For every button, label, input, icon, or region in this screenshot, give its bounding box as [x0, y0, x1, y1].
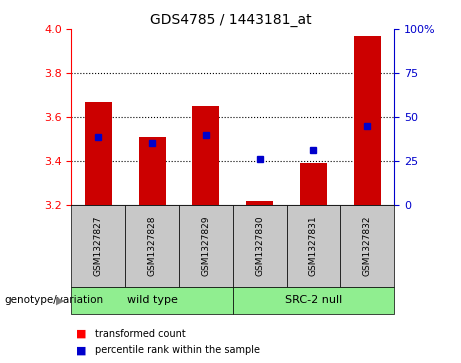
Text: GSM1327829: GSM1327829	[201, 216, 210, 276]
Bar	[193, 106, 219, 205]
Bar	[300, 163, 327, 205]
Text: GSM1327832: GSM1327832	[363, 216, 372, 276]
Text: GSM1327830: GSM1327830	[255, 216, 264, 276]
Text: GDS4785 / 1443181_at: GDS4785 / 1443181_at	[150, 13, 311, 27]
Text: ■: ■	[76, 329, 87, 339]
Text: transformed count: transformed count	[95, 329, 185, 339]
Text: ▶: ▶	[56, 295, 64, 305]
Bar	[139, 137, 165, 205]
Text: ■: ■	[76, 345, 87, 355]
Text: genotype/variation: genotype/variation	[5, 295, 104, 305]
Bar	[246, 201, 273, 205]
Text: GSM1327827: GSM1327827	[94, 216, 103, 276]
Text: percentile rank within the sample: percentile rank within the sample	[95, 345, 260, 355]
Text: GSM1327831: GSM1327831	[309, 216, 318, 276]
Text: wild type: wild type	[127, 295, 177, 305]
Bar	[354, 36, 381, 205]
Text: SRC-2 null: SRC-2 null	[285, 295, 342, 305]
Text: GSM1327828: GSM1327828	[148, 216, 157, 276]
Bar	[85, 102, 112, 205]
